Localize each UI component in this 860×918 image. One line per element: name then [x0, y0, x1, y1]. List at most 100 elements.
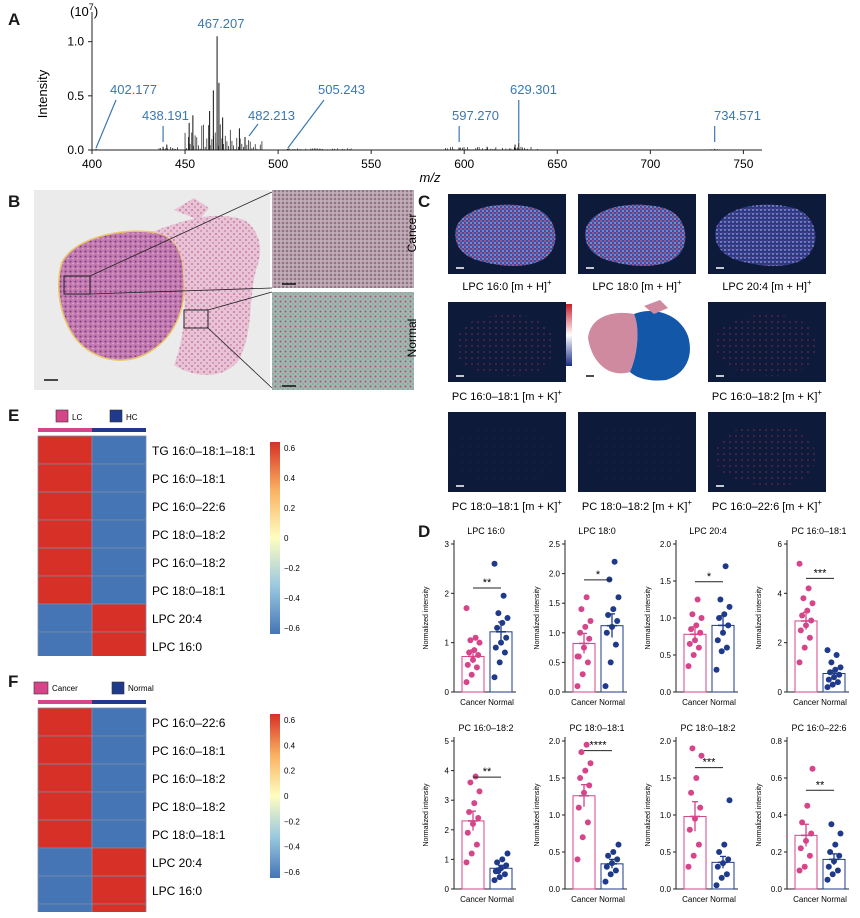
heatmap-cell	[91, 631, 147, 656]
caption-pc-16-0-18-1: PC 16:0–18:1 [m + K]+	[452, 388, 562, 403]
heatmap-cell	[37, 819, 93, 849]
data-point	[500, 592, 507, 599]
color-scale-bar	[270, 714, 280, 878]
row-label-cancer: Cancer	[405, 214, 419, 253]
tissue-signal	[585, 424, 686, 486]
bar-chart-y-label: Normalized intensity	[645, 586, 652, 650]
data-point	[607, 871, 614, 878]
data-point	[575, 804, 582, 811]
group-annotation-bar	[92, 428, 146, 432]
data-point	[609, 623, 615, 630]
spectrum-axes: 0.0 0.5 1.0 400 450 500 550 600 650 700 750	[67, 12, 762, 171]
data-point	[827, 669, 834, 676]
bar-category-label: Cancer	[571, 895, 597, 904]
y-tick-label: 3	[445, 796, 450, 805]
bar-chart-y-label: Normalized intensity	[756, 783, 763, 847]
data-point	[809, 765, 816, 772]
data-point	[464, 829, 471, 836]
bar-chart-title: PC 16:0–18:2	[458, 723, 513, 733]
heatmap-cell	[91, 491, 147, 521]
data-point	[689, 611, 696, 618]
heatmap-cell	[37, 763, 93, 793]
row-label-normal: Normal	[405, 319, 419, 358]
heatmap-cell	[37, 463, 93, 493]
data-point	[809, 600, 816, 607]
heatmap-cells: TG 16:0–18:1–18:1 PC 16:0–18:1 PC 16:0–22:…	[37, 428, 300, 656]
mass-spectrum-chart: (107) Intensity m/z 0.0 0.5 1.0 400 450 500 55…	[35, 2, 762, 185]
intensity-colorbar	[566, 304, 572, 366]
data-point	[491, 560, 498, 567]
data-point	[827, 849, 834, 855]
caption-pc-16-0-18-2: PC 16:0–18:2 [m + K]+	[712, 388, 822, 403]
y-exponent: (107)	[70, 2, 98, 19]
data-point	[491, 877, 498, 884]
y-tick-label: 6	[778, 540, 783, 549]
data-point	[602, 683, 609, 690]
data-point	[614, 617, 621, 624]
data-point	[828, 821, 835, 828]
heatmap-cell	[37, 491, 93, 521]
x-tick-label: 500	[268, 157, 288, 171]
heatmap-cell	[91, 463, 147, 493]
caption-pc-18-0-18-2: PC 18:0–18:2 [m + K]+	[582, 498, 692, 513]
y-tick-label: 5	[445, 737, 450, 746]
color-scale-label: 0.4	[284, 741, 296, 750]
data-point	[579, 671, 586, 678]
data-point	[804, 607, 811, 614]
bar-chart-title: LPC 18:0	[578, 526, 616, 536]
bar-category-label: Cancer	[460, 698, 486, 707]
data-point	[805, 585, 812, 592]
data-point	[583, 594, 590, 601]
data-point	[584, 819, 591, 826]
bar-chart-title: PC 16:0–22:6	[791, 723, 846, 733]
bar-chart-y-label: Normalized intensity	[645, 783, 652, 847]
data-point	[698, 615, 705, 621]
legend-label-hc: HC	[126, 413, 138, 422]
x-tick-label: 750	[733, 157, 753, 171]
y-tick-label: 0.0	[549, 688, 561, 697]
data-point	[612, 867, 619, 874]
y-axis-label: Intensity	[35, 69, 50, 118]
data-point	[689, 745, 696, 752]
data-point	[611, 558, 618, 565]
heatmap-row-label: PC 16:0–18:2	[152, 772, 226, 786]
caption-pc-16-0-22-6: PC 16:0–22:6 [m + K]+	[712, 498, 822, 513]
data-point	[725, 622, 732, 629]
legend-label-cancer: Cancer	[52, 684, 78, 693]
heatmap-cell	[91, 875, 147, 905]
data-point	[828, 659, 835, 666]
data-point	[495, 610, 502, 617]
heatmap-row-label: LPC 16:0	[152, 884, 202, 898]
bar-chart-y-label: Normalized intensity	[534, 783, 541, 847]
data-point	[468, 850, 475, 857]
heatmap-cell	[91, 847, 147, 877]
data-point	[690, 652, 697, 658]
bar-chart-7: PC 18:0–18:2 Normalized intensity 0.0 0.5 1.…	[645, 723, 738, 904]
heatmap-row-label: PC 18:0–18:2	[152, 800, 226, 814]
y-tick-label: 0.2	[771, 848, 783, 857]
data-point	[501, 649, 508, 656]
spectrum-peaks	[95, 36, 722, 150]
peak-label-line	[248, 123, 259, 137]
y-tick-label: 0.0	[660, 688, 672, 697]
data-point	[690, 852, 697, 859]
tissue-signal	[715, 204, 816, 266]
significance-marker: ***	[703, 757, 717, 769]
zoomed-cancer-image	[272, 190, 414, 288]
zoom-line	[89, 191, 273, 277]
color-scale-bar	[270, 442, 280, 634]
bar-category-label: Normal	[488, 895, 514, 904]
legend-swatch-cancer	[33, 681, 49, 695]
panel-label-b: B	[8, 192, 21, 211]
data-point	[686, 826, 693, 833]
data-point	[836, 671, 843, 678]
data-point	[471, 647, 478, 654]
y-tick-label: 0.5	[67, 89, 84, 103]
data-point	[468, 671, 475, 678]
bar-category-label: Normal	[710, 698, 736, 707]
data-point	[714, 863, 721, 870]
tissue-signal	[455, 204, 556, 266]
data-point	[491, 674, 498, 681]
y-tick-label: 1.5	[660, 774, 672, 783]
tissue-signal	[585, 204, 686, 266]
